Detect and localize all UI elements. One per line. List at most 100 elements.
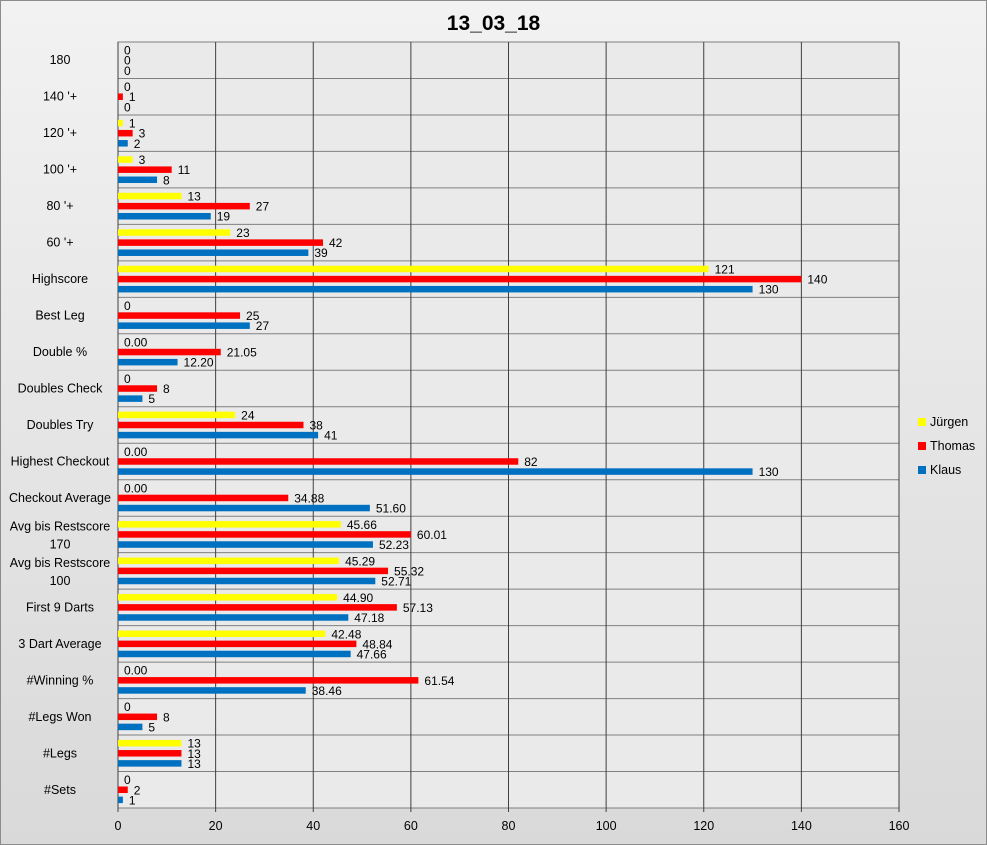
data-label: 45.66 [347, 518, 377, 532]
data-label: 41 [324, 429, 338, 443]
bar [118, 358, 178, 366]
data-label: 0 [124, 54, 131, 68]
data-label: 27 [256, 200, 270, 214]
data-label: 0.00 [124, 481, 148, 495]
data-label: 25 [246, 309, 260, 323]
data-label: 34.88 [294, 491, 324, 505]
data-label: 130 [759, 283, 779, 297]
data-label: 1 [129, 90, 136, 104]
category-label: 100 '+ [43, 163, 77, 177]
data-label: 2 [134, 137, 141, 151]
data-label: 13 [187, 757, 201, 771]
category-label: Checkout Average [9, 491, 111, 505]
data-label: 38.46 [312, 684, 342, 698]
category-label: Highest Checkout [11, 454, 110, 468]
category-label: Best Leg [35, 309, 84, 323]
bar [118, 431, 319, 439]
data-label: 57.13 [403, 601, 433, 615]
bar [118, 285, 753, 293]
bar [118, 577, 376, 585]
category-label: Double % [33, 345, 87, 359]
data-label: 0 [124, 80, 131, 94]
data-label: 0 [124, 700, 131, 714]
data-label: 13 [187, 737, 201, 751]
data-label: 0 [124, 299, 131, 313]
legend-item: Jürgen [918, 410, 975, 434]
bar [118, 212, 211, 220]
bar [118, 614, 349, 621]
bar [118, 760, 182, 767]
data-label: 52.23 [379, 538, 409, 552]
data-label: 38 [309, 419, 323, 433]
x-tick-label: 60 [404, 819, 418, 833]
legend-swatch [918, 442, 926, 450]
bar [118, 567, 389, 575]
legend-swatch [918, 466, 926, 474]
legend: Jürgen Thomas Klaus [918, 410, 975, 482]
data-label: 0 [124, 372, 131, 386]
data-label: 11 [178, 163, 191, 177]
x-tick-label: 20 [209, 819, 223, 833]
bar [118, 119, 123, 127]
bar [118, 202, 250, 210]
category-label: #Legs [43, 746, 77, 760]
x-tick-label: 120 [693, 819, 714, 833]
data-label: 5 [148, 392, 155, 406]
x-tick-label: 40 [306, 819, 320, 833]
data-label: 8 [163, 382, 170, 396]
bar [118, 156, 133, 163]
category-label: #Sets [44, 783, 76, 797]
bar [118, 786, 128, 794]
data-label: 61.54 [424, 674, 454, 688]
bar [118, 192, 182, 200]
data-label: 12.20 [184, 356, 214, 370]
data-label: 21.05 [227, 346, 257, 360]
category-label: Highscore [32, 272, 88, 286]
legend-label: Klaus [930, 463, 962, 477]
category-label: Doubles Check [18, 382, 104, 396]
x-tick-label: 140 [791, 819, 812, 833]
bar [118, 494, 289, 502]
bar [118, 93, 123, 100]
data-label: 44.90 [343, 591, 373, 605]
bar [118, 265, 709, 273]
x-tick-label: 0 [115, 819, 122, 833]
bar [118, 411, 236, 419]
bar [118, 687, 306, 694]
bar [118, 531, 411, 538]
bar [118, 468, 753, 475]
category-label: Avg bis Restscore 100 [10, 556, 111, 588]
data-label: 42.48 [331, 627, 361, 641]
data-label: 27 [256, 319, 270, 333]
x-tick-label: 80 [502, 819, 516, 833]
data-label: 0 [124, 100, 131, 114]
bar [118, 395, 143, 402]
category-label: 120 '+ [43, 126, 77, 140]
category-label: First 9 Darts [26, 600, 94, 614]
data-label: 47.66 [357, 647, 387, 661]
bar [118, 630, 326, 638]
category-label: 60 '+ [46, 236, 73, 250]
data-label: 51.60 [376, 502, 406, 516]
bar [118, 421, 304, 429]
data-label: 8 [163, 710, 170, 724]
bar [118, 713, 158, 721]
data-label: 39 [314, 246, 328, 260]
data-label: 0.00 [124, 445, 148, 459]
data-label: 121 [715, 262, 735, 276]
bar [118, 521, 341, 528]
chart-title: 13_03_18 [446, 12, 541, 35]
data-label: 23 [236, 226, 250, 240]
data-label: 13 [187, 190, 201, 204]
bar [118, 176, 158, 184]
bar [118, 750, 182, 757]
legend-swatch [918, 418, 926, 426]
data-label: 52.71 [381, 575, 411, 589]
data-label: 0.00 [124, 335, 148, 349]
bar [118, 739, 182, 747]
category-label: Doubles Try [27, 418, 94, 432]
data-label: 55.32 [394, 564, 424, 578]
data-label: 8 [163, 173, 170, 187]
data-label: 82 [524, 455, 538, 469]
